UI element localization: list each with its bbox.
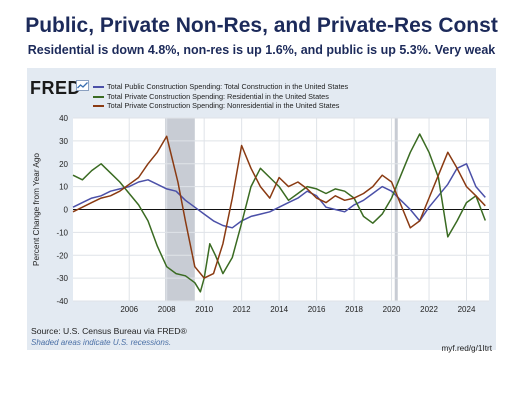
legend-item-nonresidential: Total Private Construction Spending: Non… — [93, 101, 348, 111]
legend-item-residential: Total Private Construction Spending: Res… — [93, 92, 348, 102]
fred-graph-panel: FRED Total Public Construction Spending:… — [27, 68, 496, 353]
series-line-public — [72, 163, 486, 229]
y-tick-label: -30 — [56, 274, 68, 283]
x-tick-label: 2014 — [270, 305, 288, 314]
x-tick-label: 2024 — [458, 305, 476, 314]
legend-swatch-public — [93, 86, 104, 88]
x-tick-label: 2018 — [345, 305, 363, 314]
y-tick-label: 30 — [59, 137, 68, 146]
fred-line-icon — [76, 80, 89, 91]
x-tick-label: 2006 — [120, 305, 138, 314]
x-tick-label: 2022 — [420, 305, 438, 314]
fred-logo: FRED — [30, 78, 81, 98]
x-tick-label: 2012 — [233, 305, 251, 314]
recession-note: Shaded areas indicate U.S. recessions. — [31, 338, 172, 347]
legend-label-residential: Total Private Construction Spending: Res… — [107, 91, 329, 101]
graph-url: myf.red/g/1Itrt — [441, 344, 492, 353]
legend-label-nonresidential: Total Private Construction Spending: Non… — [107, 101, 340, 110]
y-tick-label: -10 — [56, 228, 68, 237]
legend-label-public: Total Public Construction Spending: Tota… — [107, 82, 349, 91]
y-tick-label: 40 — [59, 114, 68, 123]
y-axis-label: Percent Change from Year Ago — [32, 153, 41, 266]
series-line-residential — [72, 133, 487, 293]
series-line-nonresidential — [72, 135, 486, 279]
y-tick-label: 20 — [59, 160, 68, 169]
chart-subtitle: Residential is down 4.8%, non-res is up … — [27, 43, 496, 57]
y-tick-label: -40 — [56, 297, 68, 306]
y-tick-label: -20 — [56, 251, 68, 260]
x-tick-label: 2016 — [308, 305, 326, 314]
legend-swatch-nonresidential — [93, 105, 104, 107]
y-tick-label: 0 — [64, 206, 69, 215]
x-tick-label: 2008 — [158, 305, 176, 314]
legend-swatch-residential — [93, 95, 104, 98]
chart-plot: -40 -30 -20 -10 0 10 20 30 40 2006 2008 2010 2012 201… — [32, 114, 489, 314]
chart-title: Public, Private Non-Res, and Private-Res… — [25, 14, 498, 37]
x-tick-label: 2010 — [195, 305, 213, 314]
x-tick-label: 2020 — [383, 305, 401, 314]
source-note: Source: U.S. Census Bureau via FRED® — [31, 326, 187, 336]
chart-legend: Total Public Construction Spending: Tota… — [93, 82, 348, 111]
legend-item-public: Total Public Construction Spending: Tota… — [93, 82, 348, 92]
y-tick-label: 10 — [59, 183, 68, 192]
